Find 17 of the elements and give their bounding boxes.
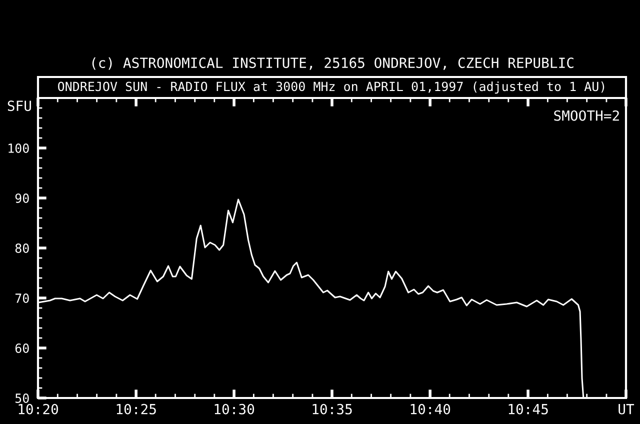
text: (c) ASTRONOMICAL INSTITUTE, 25165 ONDREJOV, CZECH REPUBLIC (92, 57, 574, 70)
x-tick-label: UT (618, 404, 634, 414)
x-tick-label: 10:30 (214, 404, 254, 414)
y-tick-label: 90 (15, 194, 29, 203)
y-tick-label: 70 (15, 294, 29, 303)
x-tick-label: 10:45 (508, 404, 548, 414)
annotation: SMOOTH=2 (554, 110, 619, 121)
x-tick-label: 10:20 (18, 404, 58, 414)
y-tick-label: 100 (8, 144, 29, 153)
x-tick-label: 10:25 (116, 404, 156, 414)
x-tick-label: 10:35 (312, 404, 352, 414)
y-tick-label: 80 (15, 244, 29, 253)
y-tick-label: 60 (15, 344, 29, 353)
y-axis-title: SFU (8, 100, 31, 112)
y-tick-label: 50 (15, 394, 29, 403)
chart-title: ONDREJOV SUN - RADIO FLUX at 3000 MHz on APRIL 01,1997 (adjusted to 1 AU) (58, 81, 604, 94)
x-tick-label: 10:40 (410, 404, 450, 414)
